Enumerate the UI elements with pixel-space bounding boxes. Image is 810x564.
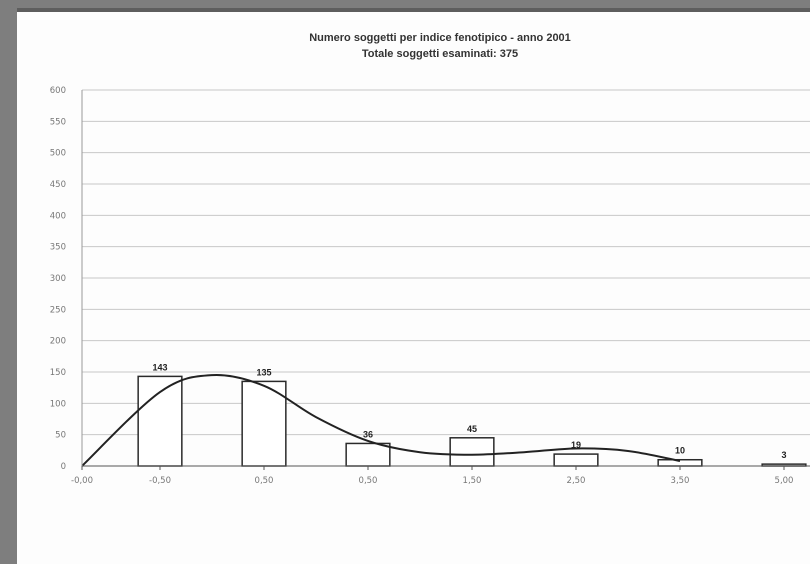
x-tick-label: 0,50 bbox=[359, 476, 378, 486]
bar-value-label: 143 bbox=[152, 362, 167, 372]
y-tick-label: 0 bbox=[61, 462, 66, 472]
y-tick-label: 300 bbox=[50, 274, 66, 284]
x-axis-ticks: -0,00 -0,50 0,50 0,50 1,50 2,50 3,50 5,00 bbox=[71, 466, 793, 486]
y-tick-label: 150 bbox=[50, 368, 66, 378]
y-tick-label: 200 bbox=[50, 337, 66, 347]
y-tick-label: 400 bbox=[50, 211, 66, 221]
y-tick-label: 250 bbox=[50, 305, 66, 315]
chart-title: Numero soggetti per indice fenotipico - … bbox=[309, 32, 571, 44]
y-tick-label: 100 bbox=[50, 399, 66, 409]
gridlines bbox=[82, 89, 810, 436]
x-tick-label: 0,50 bbox=[255, 476, 274, 486]
bar-value-label: 36 bbox=[363, 429, 373, 439]
y-tick-label: 550 bbox=[50, 117, 66, 127]
bar-value-label: 45 bbox=[467, 424, 477, 434]
y-axis-ticks: 0 50 100 150 200 250 300 350 400 450 500 550 600 bbox=[50, 86, 66, 472]
bar bbox=[345, 442, 391, 467]
y-tick-label: 350 bbox=[50, 243, 66, 253]
x-tick-label: 3,50 bbox=[671, 476, 690, 486]
chart-sheet bbox=[17, 12, 810, 564]
x-tick-label: 5,00 bbox=[775, 476, 794, 486]
x-tick-label: -0,50 bbox=[149, 476, 171, 486]
bar-value-label: 19 bbox=[571, 440, 581, 450]
y-tick-label: 450 bbox=[50, 180, 66, 190]
bars: 143 135 36 45 19 10 3 bbox=[137, 362, 807, 467]
trend-curve bbox=[81, 374, 681, 467]
y-tick-label: 600 bbox=[50, 86, 66, 96]
bar bbox=[241, 380, 287, 467]
x-tick-label: -0,00 bbox=[71, 476, 93, 486]
bar-value-label: 3 bbox=[781, 450, 786, 460]
bar-value-label: 10 bbox=[675, 446, 685, 456]
x-tick-label: 1,50 bbox=[463, 476, 482, 486]
chart-subtitle: Totale soggetti esaminati: 375 bbox=[362, 48, 518, 60]
y-tick-label: 500 bbox=[50, 149, 66, 159]
bar bbox=[137, 375, 183, 467]
x-tick-label: 2,50 bbox=[567, 476, 586, 486]
y-tick-label: 50 bbox=[55, 431, 66, 441]
bar bbox=[553, 453, 599, 467]
bar bbox=[449, 437, 495, 467]
bar-value-label: 135 bbox=[256, 367, 271, 377]
paper-top-edge bbox=[17, 8, 810, 12]
